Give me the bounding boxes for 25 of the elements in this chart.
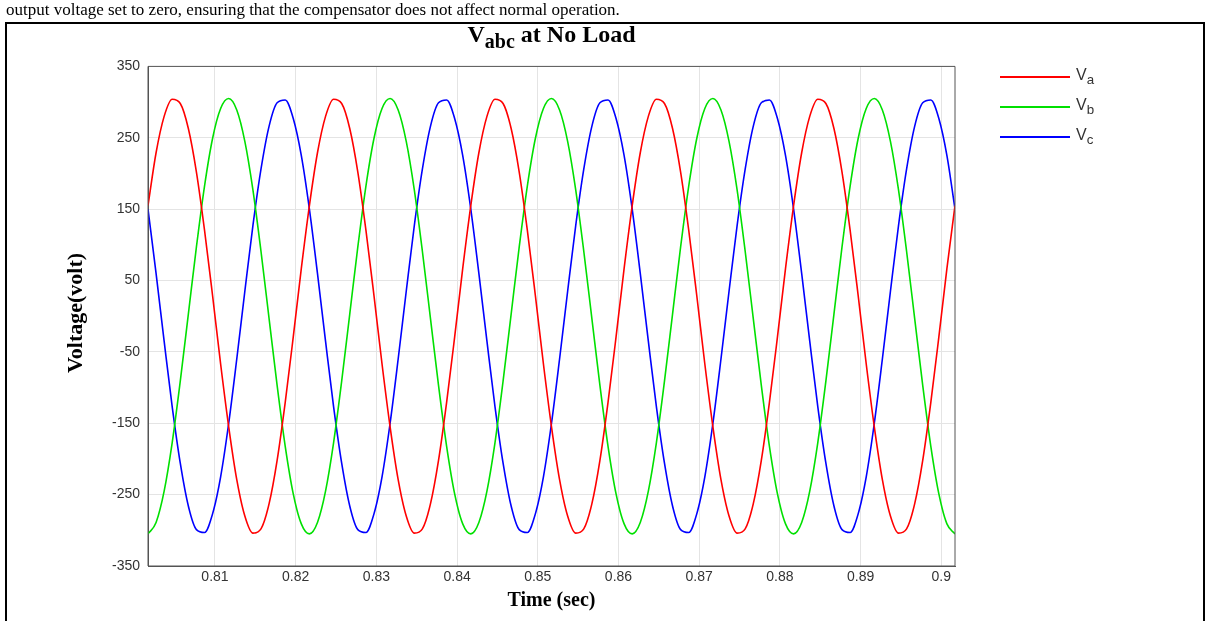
y-axis-title: Voltage(volt)	[62, 252, 88, 374]
legend-label: V$_{c}$	[1076, 126, 1094, 148]
x-axis-title: Time (sec)	[506, 588, 597, 611]
chart-title: V$_{abc}$ at No Load	[466, 20, 637, 54]
x-tick-label: 0.87	[685, 568, 714, 585]
y-tick-label: -50	[119, 342, 141, 359]
legend-label: V$_{b}$	[1076, 96, 1095, 118]
x-tick-label: 0.86	[604, 568, 633, 585]
y-tick-label: 150	[116, 200, 141, 216]
x-tick-label: 0.88	[766, 568, 794, 585]
x-tick-label: 0.9	[931, 568, 952, 585]
y-tick-label: -250	[111, 485, 141, 502]
y-tick-label: 350	[116, 57, 141, 74]
x-tick-label: 0.81	[201, 568, 229, 585]
y-tick-label: -150	[111, 414, 141, 431]
y-tick-label: 250	[116, 128, 141, 145]
x-tick-label: 0.89	[846, 568, 875, 585]
y-tick-label: -350	[111, 556, 141, 573]
x-tick-label: 0.82	[282, 568, 310, 585]
y-tick-label: 50	[124, 271, 141, 288]
x-tick-label: 0.84	[443, 568, 471, 585]
x-tick-label: 0.85	[524, 568, 552, 585]
legend-label: V$_{a}$	[1076, 66, 1095, 88]
text: output voltage set to zero, ensuring that the compensator does not affect normal operation.	[6, 0, 620, 20]
x-tick-label: 0.83	[362, 568, 391, 585]
